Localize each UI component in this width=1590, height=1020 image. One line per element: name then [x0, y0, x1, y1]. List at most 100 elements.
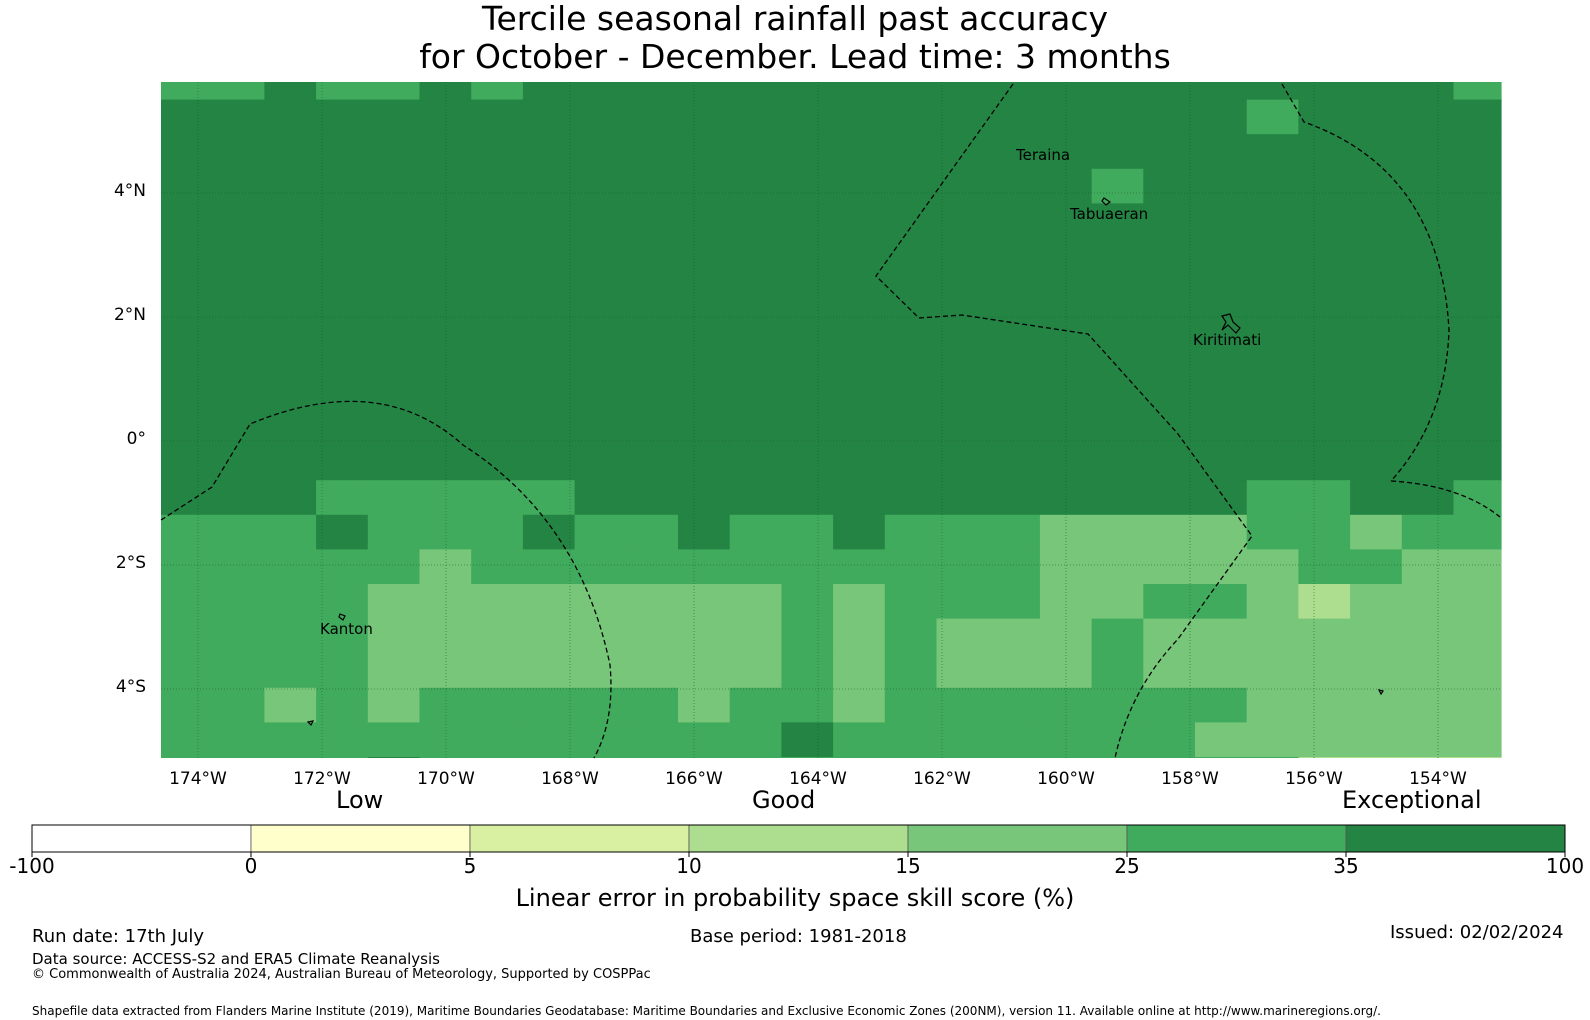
- grid-cell: [1091, 411, 1144, 447]
- grid-cell: [1039, 618, 1093, 654]
- grid-cell: [316, 757, 369, 758]
- grid-cell: [1401, 584, 1455, 620]
- grid-cell: [367, 584, 421, 620]
- grid-cell: [833, 618, 886, 654]
- colorbar-tick-label: 15: [895, 854, 921, 878]
- grid-cell: [574, 272, 627, 308]
- grid-cell: [729, 687, 782, 723]
- grid-cell: [316, 272, 369, 308]
- grid-cell: [316, 134, 369, 170]
- grid-cell: [1350, 272, 1403, 308]
- grid-cell: [471, 168, 524, 204]
- grid-cell: [1143, 203, 1196, 239]
- grid-cell: [264, 549, 317, 585]
- grid-cell: [626, 341, 679, 377]
- grid-cell: [574, 168, 627, 204]
- grid-cell: [522, 82, 576, 101]
- grid-cell: [729, 722, 782, 758]
- grid-cell: [316, 411, 369, 447]
- grid-cell: [1143, 307, 1196, 343]
- grid-cell: [884, 82, 938, 101]
- grid-cell: [884, 376, 938, 412]
- grid-cell: [729, 134, 782, 170]
- grid-cell: [884, 757, 938, 758]
- grid-cell: [781, 307, 834, 343]
- grid-cell: [884, 238, 938, 274]
- grid-cell: [781, 341, 834, 377]
- grid-cell: [1039, 238, 1093, 274]
- grid-cell: [626, 757, 679, 758]
- grid-cell: [1246, 203, 1299, 239]
- grid-cell: [833, 203, 886, 239]
- grid-cell: [264, 272, 317, 308]
- grid-cell: [1195, 307, 1248, 343]
- grid-cell: [367, 341, 421, 377]
- grid-cell: [988, 168, 1041, 204]
- grid-cell: [574, 238, 627, 274]
- grid-cell: [161, 722, 214, 758]
- grid-cell: [1143, 757, 1196, 758]
- grid-cell: [1143, 82, 1196, 101]
- grid-cell: [1401, 653, 1455, 689]
- grid-cell: [1401, 411, 1455, 447]
- grid-cell: [316, 722, 369, 758]
- grid-cell: [1195, 618, 1248, 654]
- grid-cell: [161, 757, 214, 758]
- colorbar-segment: [1126, 824, 1347, 853]
- grid-cell: [161, 99, 214, 135]
- grid-cell: [678, 480, 731, 516]
- grid-cell: [212, 99, 265, 135]
- grid-cell: [161, 341, 214, 377]
- grid-cell: [419, 618, 472, 654]
- grid-cell: [1195, 722, 1248, 758]
- grid-cell: [884, 203, 938, 239]
- grid-cell: [1298, 134, 1351, 170]
- grid-cell: [1453, 445, 1502, 481]
- grid-cell: [626, 722, 679, 758]
- grid-cell: [316, 445, 369, 481]
- grid-cell: [1143, 653, 1196, 689]
- grid-cell: [936, 445, 989, 481]
- grid-cell: [1246, 514, 1299, 550]
- grid-cell: [781, 514, 834, 550]
- grid-cell: [678, 341, 731, 377]
- grid-cell: [1350, 238, 1403, 274]
- grid-cell: [161, 514, 214, 550]
- grid-cell: [1195, 584, 1248, 620]
- grid-cell: [1350, 341, 1403, 377]
- grid-cell: [1195, 757, 1248, 758]
- grid-cell: [833, 341, 886, 377]
- lat-label: 2°S: [115, 553, 146, 573]
- grid-cell: [212, 134, 265, 170]
- grid-cell: [367, 411, 421, 447]
- place-label-teraina: Teraina: [1016, 146, 1071, 164]
- grid-cell: [471, 687, 524, 723]
- grid-cell: [1195, 168, 1248, 204]
- grid-cell: [1246, 307, 1299, 343]
- grid-cell: [367, 307, 421, 343]
- grid-cell: [626, 376, 679, 412]
- issued-date: Issued: 02/02/2024: [1390, 922, 1564, 943]
- grid-cell: [781, 480, 834, 516]
- grid-cell: [522, 376, 576, 412]
- grid-cell: [1350, 411, 1403, 447]
- grid-cell: [729, 480, 782, 516]
- grid-cell: [522, 99, 576, 135]
- grid-cell: [626, 203, 679, 239]
- grid-cell: [678, 168, 731, 204]
- grid-cell: [1143, 549, 1196, 585]
- grid-cell: [264, 653, 317, 689]
- grid-cell: [1350, 514, 1403, 550]
- grid-cell: [1091, 168, 1144, 204]
- grid-cell: [1195, 411, 1248, 447]
- grid-cell: [264, 618, 317, 654]
- grid-cell: [1350, 376, 1403, 412]
- grid-cell: [833, 411, 886, 447]
- grid-cell: [1298, 514, 1351, 550]
- grid-cell: [574, 99, 627, 135]
- grid-cell: [419, 411, 472, 447]
- grid-cell: [1401, 203, 1455, 239]
- grid-cell: [936, 480, 989, 516]
- grid-cell: [1091, 134, 1144, 170]
- grid-cell: [729, 618, 782, 654]
